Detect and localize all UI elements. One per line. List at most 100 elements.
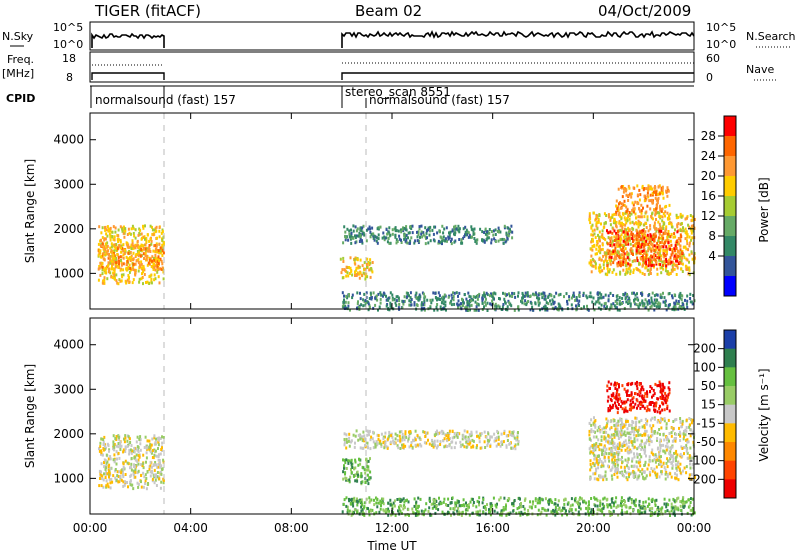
heatmap-cell xyxy=(162,458,165,462)
heatmap-cell xyxy=(588,429,591,433)
heatmap-cell xyxy=(608,452,611,456)
heatmap-cell xyxy=(477,303,480,307)
heatmap-cell xyxy=(599,296,602,300)
heatmap-cell xyxy=(470,225,473,229)
heatmap-cell xyxy=(514,447,517,451)
heatmap-cell xyxy=(654,210,657,214)
heatmap-cell xyxy=(608,249,611,253)
heatmap-cell xyxy=(153,450,156,454)
heatmap-cell xyxy=(606,421,609,425)
heatmap-cell xyxy=(117,445,120,449)
heatmap-cell xyxy=(655,207,658,211)
heatmap-cell xyxy=(434,291,437,295)
heatmap-cell xyxy=(639,215,642,219)
heatmap-cell xyxy=(602,226,605,230)
heatmap-cell xyxy=(616,235,619,239)
heatmap-cell xyxy=(634,392,637,395)
heatmap-cell xyxy=(635,241,638,245)
heatmap-cell xyxy=(362,231,365,235)
heatmap-cell xyxy=(151,471,154,475)
heatmap-cell xyxy=(609,230,612,234)
heatmap-cell xyxy=(599,499,602,503)
heatmap-cell xyxy=(636,406,638,410)
heatmap-cell xyxy=(646,218,649,222)
heatmap-cell xyxy=(653,221,656,225)
heatmap-cell xyxy=(458,291,461,295)
heatmap-cell xyxy=(631,259,634,263)
heatmap-cell xyxy=(479,227,482,231)
heatmap-cell xyxy=(161,435,163,439)
heatmap-cell xyxy=(651,193,654,197)
heatmap-cell xyxy=(554,498,557,502)
heatmap-cell xyxy=(614,452,617,456)
heatmap-cell xyxy=(631,208,634,212)
heatmap-cell xyxy=(148,282,151,285)
heatmap-cell xyxy=(654,471,657,475)
heatmap-cell xyxy=(640,388,643,392)
heatmap-cell xyxy=(507,434,510,438)
heatmap-cell xyxy=(369,261,372,265)
heatmap-cell xyxy=(377,237,380,241)
heatmap-cell xyxy=(497,239,500,243)
heatmap-cell xyxy=(640,215,643,219)
heatmap-cell xyxy=(155,242,158,246)
heatmap-cell xyxy=(348,444,351,448)
heatmap-cell xyxy=(577,500,580,504)
heatmap-cell xyxy=(409,239,412,243)
heatmap-cell xyxy=(612,294,615,297)
heatmap-cell xyxy=(666,445,669,449)
heatmap-cell xyxy=(660,227,663,231)
heatmap-cell xyxy=(398,430,401,434)
heatmap-cell xyxy=(555,291,558,295)
heatmap-cell xyxy=(133,447,136,451)
heatmap-cell xyxy=(676,239,679,243)
heatmap-cell xyxy=(592,429,595,433)
heatmap-cell xyxy=(409,430,412,433)
heatmap-cell xyxy=(607,252,610,256)
heatmap-cell xyxy=(636,193,639,197)
heatmap-cell xyxy=(160,464,163,468)
heatmap-cell xyxy=(575,308,578,312)
heatmap-cell xyxy=(462,236,465,240)
heatmap-cell xyxy=(133,268,136,272)
heatmap-cell xyxy=(659,204,661,208)
heatmap-cell xyxy=(105,252,108,256)
heatmap-cell xyxy=(635,238,638,242)
heatmap-cell xyxy=(666,436,669,440)
heatmap-cell xyxy=(642,304,645,308)
heatmap-cell xyxy=(625,189,627,193)
heatmap-cell xyxy=(376,433,379,437)
heatmap-cell xyxy=(148,258,151,262)
heatmap-cell xyxy=(662,267,665,271)
heatmap-cell xyxy=(450,293,453,297)
heatmap-cell xyxy=(446,432,449,435)
heatmap-cell xyxy=(136,249,139,253)
heatmap-cell xyxy=(465,445,468,449)
heatmap-cell xyxy=(111,243,114,247)
heatmap-cell xyxy=(377,437,380,441)
heatmap-cell xyxy=(490,435,493,439)
heatmap-cell xyxy=(610,216,612,220)
heatmap-cell xyxy=(638,245,641,249)
heatmap-cell xyxy=(407,437,410,441)
heatmap-cell xyxy=(470,433,473,437)
heatmap-cell xyxy=(129,466,131,470)
heatmap-cell xyxy=(372,446,375,450)
heatmap-cell xyxy=(652,393,655,397)
heatmap-cell xyxy=(142,462,145,466)
heatmap-cell xyxy=(113,243,116,247)
heatmap-cell xyxy=(681,469,684,473)
heatmap-cell xyxy=(379,291,382,295)
heatmap-cell xyxy=(358,265,361,269)
heatmap-cell xyxy=(679,439,682,442)
heatmap-cell xyxy=(620,448,623,452)
heatmap-cell xyxy=(634,427,637,431)
heatmap-cell xyxy=(455,227,458,231)
heatmap-cell xyxy=(644,399,647,403)
heatmap-cell xyxy=(631,457,634,461)
heatmap-cell xyxy=(650,249,653,253)
heatmap-cell xyxy=(555,510,558,514)
heatmap-cell xyxy=(113,273,116,277)
heatmap-cell xyxy=(369,275,372,279)
heatmap-cell xyxy=(462,498,465,502)
